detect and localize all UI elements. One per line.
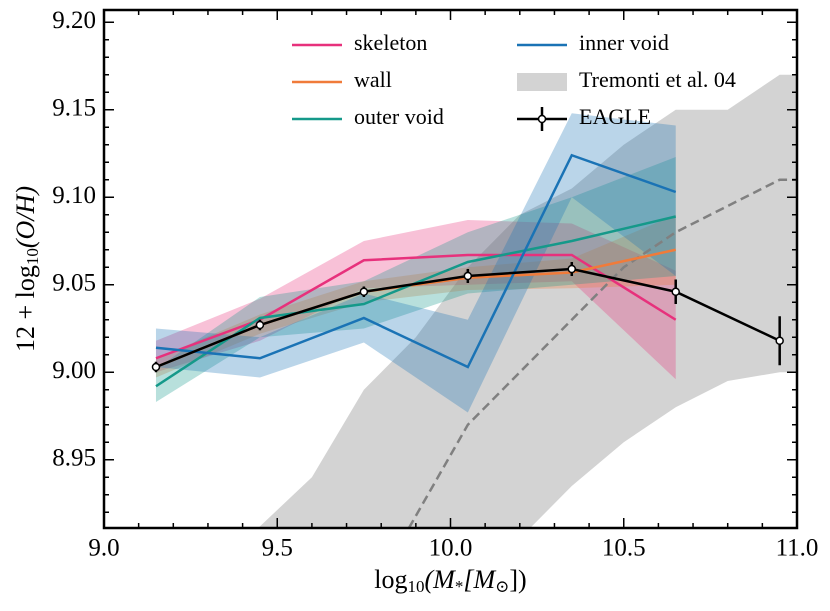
eagle-marker xyxy=(151,362,161,372)
legend-label: Tremonti et al. 04 xyxy=(579,67,736,92)
legend-label: outer void xyxy=(354,104,444,129)
x-tick-label: 11.0 xyxy=(776,535,819,562)
tremonti-median xyxy=(407,178,797,528)
label-part: (M xyxy=(425,565,457,594)
y-tick-label: 9.20 xyxy=(52,7,96,34)
error-band xyxy=(155,113,676,413)
label-part: ]) xyxy=(509,565,526,594)
error-band xyxy=(155,214,676,378)
eagle-marker xyxy=(775,336,784,345)
legend-label: skeleton xyxy=(354,30,427,55)
x-tick-label: 10.0 xyxy=(429,535,473,562)
legend-label: wall xyxy=(354,67,392,92)
eagle-marker xyxy=(567,264,577,274)
subscript: 10 xyxy=(23,248,42,265)
plot-area xyxy=(151,74,797,528)
error-band xyxy=(155,220,676,380)
eagle-marker xyxy=(463,271,473,281)
legend-swatch xyxy=(537,114,547,124)
legend-swatch xyxy=(517,73,567,91)
y-axis-label: 12 + log10(O/H) xyxy=(11,186,42,352)
y-tick-label: 9.15 xyxy=(52,94,96,121)
legend-label: EAGLE xyxy=(579,104,651,129)
legend-label: inner void xyxy=(579,30,669,55)
series-line xyxy=(155,253,677,360)
error-band xyxy=(155,157,676,402)
x-tick-label: 9.0 xyxy=(88,535,119,562)
x-tick-label: 9.5 xyxy=(262,535,293,562)
label-part: [M xyxy=(463,565,496,594)
y-tick-label: 9.00 xyxy=(52,357,96,384)
eagle-marker xyxy=(359,287,369,296)
subscript: 10 xyxy=(408,577,425,596)
subscript: * xyxy=(455,577,464,596)
y-tick-label: 9.05 xyxy=(52,269,96,296)
label-part: (O/H) xyxy=(11,186,40,248)
x-tick-label: 10.5 xyxy=(602,535,646,562)
eagle-marker xyxy=(255,320,265,330)
series-line xyxy=(155,153,677,369)
eagle-marker xyxy=(671,287,680,296)
subscript: ⊙ xyxy=(495,577,509,596)
y-tick-label: 9.10 xyxy=(52,182,96,209)
label-part: 12 + log xyxy=(11,265,40,352)
axes: 9.0 9.5 10.0 10.5 11.0 8.95 9.00 9.05 9.10 9.15 9.… xyxy=(11,7,818,596)
y-tick-label: 8.95 xyxy=(52,444,96,471)
x-axis-label: log10(M*[M⊙]) xyxy=(374,565,526,596)
label-part: log xyxy=(374,565,407,594)
